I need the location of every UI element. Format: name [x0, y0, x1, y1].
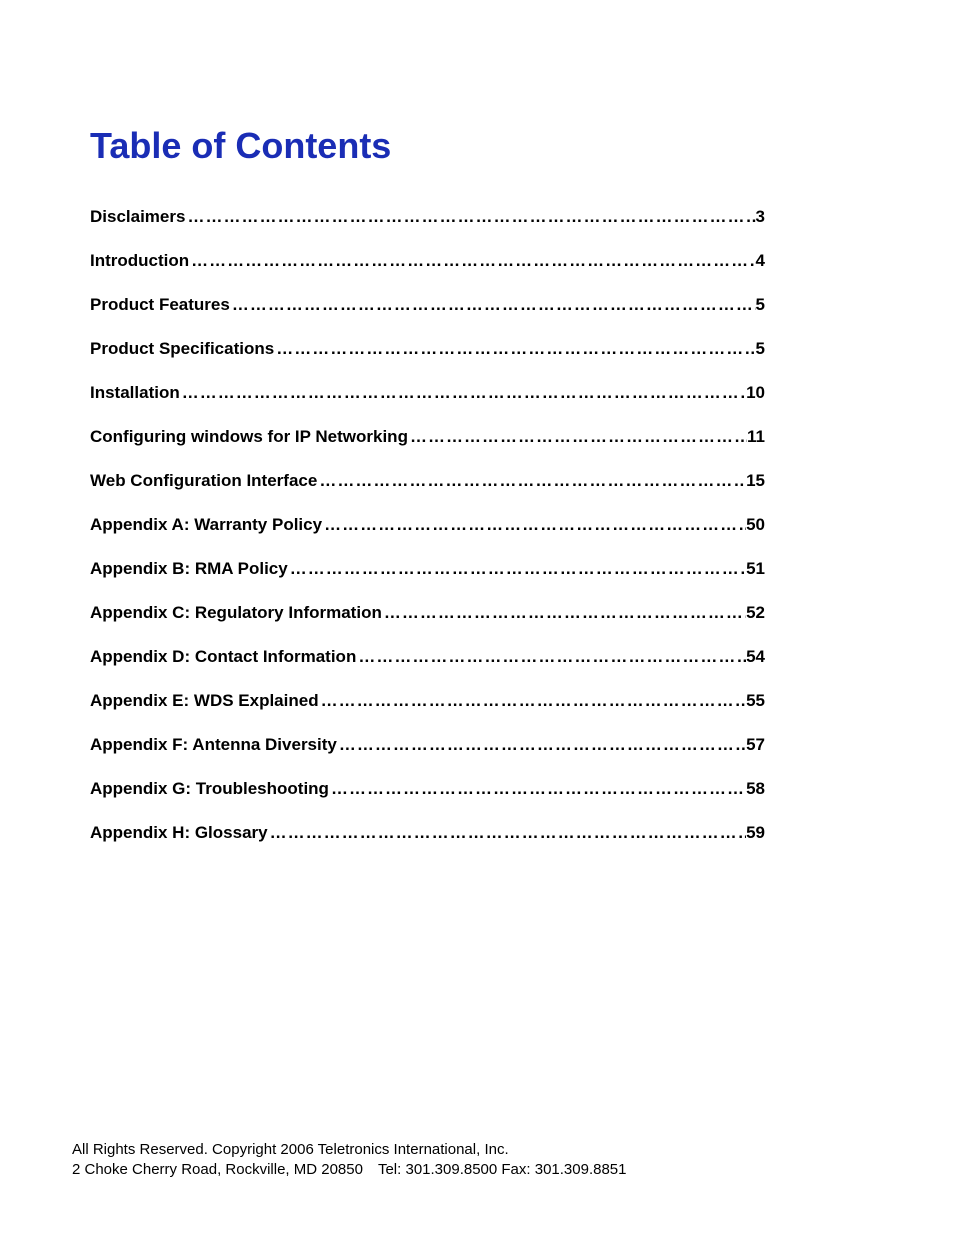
toc-entry-label: Appendix C: Regulatory Information	[90, 603, 382, 623]
toc-entry-label: Appendix B: RMA Policy	[90, 559, 288, 579]
toc-entry-page: 59	[746, 823, 765, 843]
toc-list: Disclaimers 3 Introduction 4 Product Fea…	[90, 207, 765, 843]
toc-entry-page: 55	[746, 691, 765, 711]
toc-entry-label: Appendix H: Glossary	[90, 823, 268, 843]
toc-entry-page: 52	[746, 603, 765, 623]
toc-entry-label: Product Specifications	[90, 339, 274, 359]
toc-entry: Introduction 4	[90, 251, 765, 271]
toc-entry-page: 15	[746, 471, 765, 491]
toc-entry-page: 10	[746, 383, 765, 403]
toc-entry-page: 54	[746, 647, 765, 667]
toc-entry: Appendix B: RMA Policy 51	[90, 559, 765, 579]
toc-entry-page: 57	[746, 735, 765, 755]
toc-entry: Appendix D: Contact Information 54	[90, 647, 765, 667]
toc-leader	[408, 427, 747, 447]
toc-entry-page: 51	[746, 559, 765, 579]
toc-entry-label: Appendix A: Warranty Policy	[90, 515, 322, 535]
toc-entry: Appendix H: Glossary 59	[90, 823, 765, 843]
toc-entry-page: 58	[746, 779, 765, 799]
toc-leader	[317, 471, 746, 491]
toc-entry-label: Disclaimers	[90, 207, 185, 227]
toc-entry-label: Product Features	[90, 295, 230, 315]
page-footer: All Rights Reserved. Copyright 2006 Tele…	[72, 1140, 627, 1181]
toc-leader	[337, 735, 746, 755]
toc-leader	[329, 779, 746, 799]
toc-leader	[268, 823, 746, 843]
toc-entry-page: 3	[756, 207, 765, 227]
toc-entry-label: Installation	[90, 383, 180, 403]
toc-entry: Appendix F: Antenna Diversity 57	[90, 735, 765, 755]
toc-leader	[356, 647, 746, 667]
toc-entry: Product Specifications 5	[90, 339, 765, 359]
toc-entry: Configuring windows for IP Networking 11	[90, 427, 765, 447]
toc-entry: Web Configuration Interface 15	[90, 471, 765, 491]
toc-leader	[180, 383, 746, 403]
footer-line-2: 2 Choke Cherry Road, Rockville, MD 20850…	[72, 1160, 627, 1180]
toc-leader	[322, 515, 746, 535]
toc-entry-page: 11	[747, 427, 765, 447]
toc-entry-label: Introduction	[90, 251, 189, 271]
toc-entry-page: 4	[756, 251, 765, 271]
footer-line-1: All Rights Reserved. Copyright 2006 Tele…	[72, 1140, 627, 1160]
toc-entry-label: Appendix G: Troubleshooting	[90, 779, 329, 799]
toc-entry-label: Web Configuration Interface	[90, 471, 317, 491]
toc-entry: Appendix C: Regulatory Information 52	[90, 603, 765, 623]
toc-leader	[189, 251, 755, 271]
toc-leader	[230, 295, 756, 315]
toc-entry-page: 5	[756, 295, 765, 315]
toc-entry-page: 5	[756, 339, 765, 359]
toc-leader	[382, 603, 746, 623]
toc-entry-page: 50	[746, 515, 765, 535]
toc-entry-label: Configuring windows for IP Networking	[90, 427, 408, 447]
toc-leader	[319, 691, 746, 711]
toc-leader	[185, 207, 755, 227]
page-title: Table of Contents	[90, 125, 864, 167]
toc-leader	[288, 559, 746, 579]
toc-entry: Product Features 5	[90, 295, 765, 315]
toc-entry: Installation 10	[90, 383, 765, 403]
toc-entry-label: Appendix F: Antenna Diversity	[90, 735, 337, 755]
toc-entry: Disclaimers 3	[90, 207, 765, 227]
toc-entry-label: Appendix D: Contact Information	[90, 647, 356, 667]
page-container: Table of Contents Disclaimers 3 Introduc…	[0, 0, 954, 843]
toc-entry: Appendix G: Troubleshooting 58	[90, 779, 765, 799]
toc-entry: Appendix A: Warranty Policy 50	[90, 515, 765, 535]
toc-leader	[274, 339, 755, 359]
toc-entry-label: Appendix E: WDS Explained	[90, 691, 319, 711]
toc-entry: Appendix E: WDS Explained 55	[90, 691, 765, 711]
